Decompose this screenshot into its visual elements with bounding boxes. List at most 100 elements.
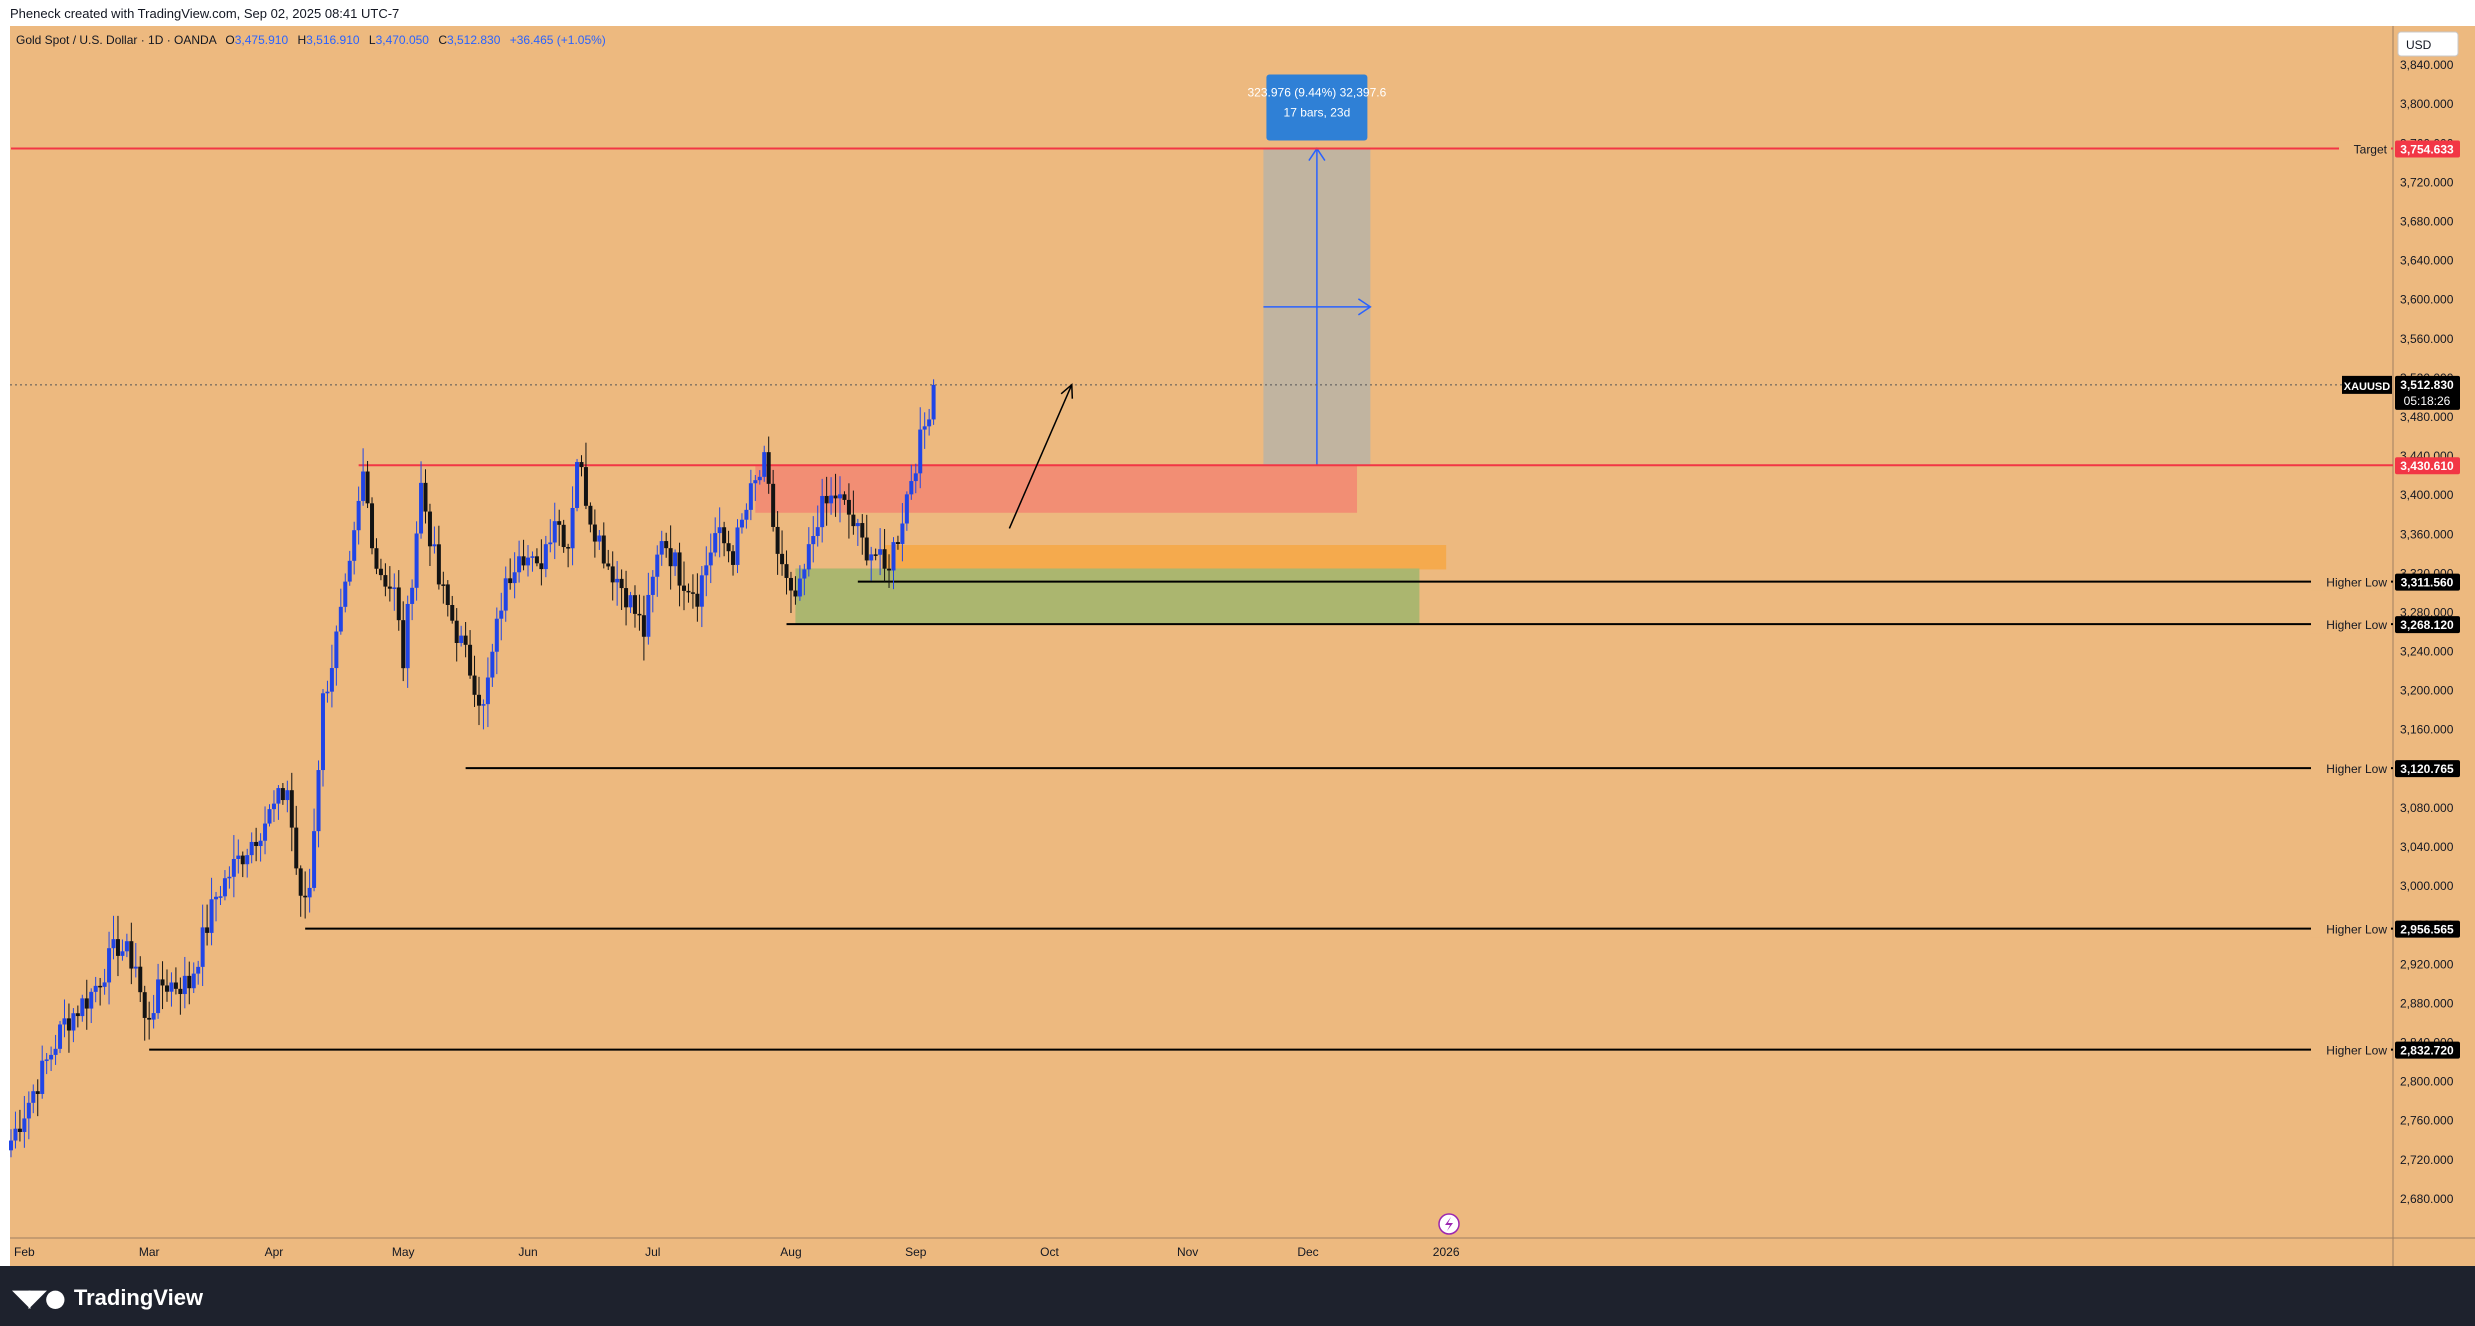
trend-arrow[interactable] [1008,384,1073,529]
candle [793,576,798,605]
supply-zone[interactable] [755,465,1358,513]
replay-icon[interactable] [1438,1213,1460,1235]
candle [285,780,290,813]
candle-body [766,452,771,484]
y-tick-1: 2,720.000 [2400,1153,2454,1167]
candle [441,571,446,604]
level-label-5: Higher Low [2326,923,2387,937]
candle [98,977,103,1006]
candle [927,408,932,436]
candle-body [49,1054,54,1060]
plot-area[interactable] [10,26,2393,1238]
candle-body [820,495,825,528]
candle [659,530,664,566]
candle-body [249,841,254,856]
projection-arrow-right [1357,298,1372,316]
projection-stats-box[interactable] [1266,74,1368,141]
candle [757,470,762,485]
candle-body [196,966,201,974]
level-tag-value-5: 2,956.565 [2400,923,2454,937]
candle-body [222,878,227,897]
candle-body [931,384,936,420]
candle-body [66,1018,71,1031]
candle [717,507,722,558]
candle-body [160,979,165,986]
candle [138,956,143,1003]
candle-body [530,556,535,558]
candle-body [75,1013,80,1017]
candle [370,497,375,555]
price-chart[interactable]: 323.976 (9.44%) 32,397.6 17 bars, 23d 2,6… [0,26,2475,1266]
candle [552,502,557,560]
candle-body [494,618,499,652]
candle-body [80,998,85,1017]
candle [646,572,651,645]
candle-body [227,876,232,879]
level-tag-value-6: 2,832.720 [2400,1044,2454,1058]
level-label-bg-5 [2311,920,2391,938]
candle-body [526,557,531,566]
candle [690,574,695,609]
candle [334,625,339,686]
y-tick-20: 3,480.000 [2400,410,2454,424]
candle-body [476,694,481,706]
candle [459,625,464,647]
candle [499,592,504,641]
candle [35,1079,40,1117]
price-axis[interactable] [2393,26,2475,1266]
candle-body [156,979,161,1014]
candle-body [26,1102,31,1119]
candle [271,790,276,822]
candle-body [887,568,892,571]
price-tag[interactable] [2395,375,2460,410]
candle-body [579,462,584,468]
candle-body [534,556,539,564]
candle-body [205,927,210,933]
candle-body [771,483,776,527]
candle [432,526,437,554]
candle [410,579,415,621]
candle-body [543,544,548,570]
candle-body [218,896,223,898]
x-tick-2: Apr [265,1245,284,1259]
candle [829,477,834,515]
candle-body [71,1013,76,1031]
ohlc-close: 3,512.830 [447,33,501,47]
symbol-tag[interactable] [2342,375,2392,394]
level-label-0: Target [2354,143,2388,157]
candle-body [539,563,544,570]
candle-body [142,992,147,1018]
tradingview-logo[interactable]: ◥◤● TradingView [12,1284,203,1312]
candle-body [699,575,704,607]
candle-body [387,586,392,589]
y-tick-23: 3,600.000 [2400,293,2454,307]
demand-zone[interactable] [795,568,1420,625]
level-label-bg-3 [2311,616,2391,634]
candle [454,608,459,662]
candle-body [882,549,887,569]
candle [263,806,268,855]
symbol-legend[interactable]: Gold Spot / U.S. Dollar · 1D · OANDA O3,… [16,33,606,47]
candle [307,868,312,913]
candle [579,455,584,477]
currency-button[interactable]: USD [2397,31,2459,57]
candle-body [641,615,646,637]
candle [102,968,107,995]
level-tag-value-0: 3,754.633 [2400,143,2454,157]
candle [356,486,361,545]
time-axis[interactable] [10,1238,2393,1266]
candle-body [459,635,464,643]
candle [748,469,753,521]
candle-body [107,948,112,983]
candle [677,542,682,607]
candle-body [164,985,169,992]
candle [280,783,285,805]
candle [476,676,481,726]
candle-body [178,988,183,995]
candle [887,554,892,588]
candle-body [851,514,856,527]
candle-body [677,552,682,586]
candle [62,999,67,1038]
orange-zone[interactable] [884,545,1447,570]
x-tick-7: Sep [905,1245,927,1259]
